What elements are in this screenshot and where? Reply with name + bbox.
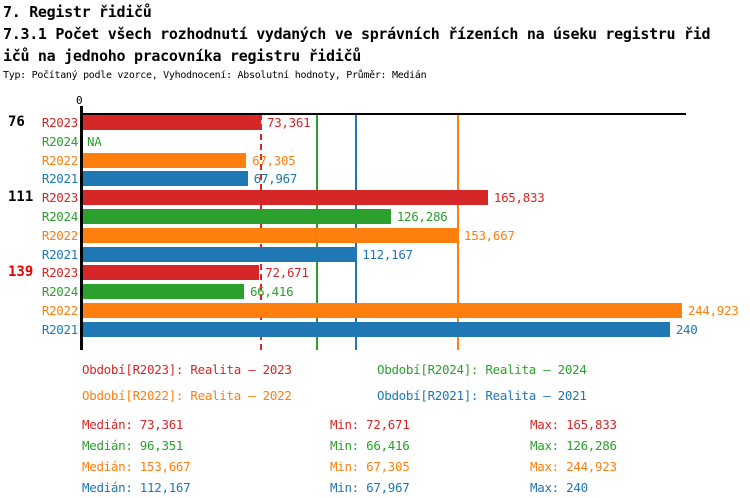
bar	[83, 190, 488, 206]
bar	[83, 171, 248, 187]
bar	[83, 321, 670, 337]
stat-min-r2024: Min: 66,416	[330, 438, 410, 453]
bar-value-label: 67,967	[253, 171, 298, 187]
stat-median-r2022: Medián: 153,667	[82, 459, 191, 474]
legend-item-r2021: Období[R2021]: Realita – 2021	[377, 388, 587, 403]
series-label: R2024	[41, 209, 78, 224]
bar-value-label: 73,361	[266, 115, 311, 130]
bar	[83, 152, 247, 168]
bar	[83, 209, 391, 224]
axis-y	[80, 106, 83, 350]
bar	[83, 227, 458, 243]
series-label: R2021	[41, 246, 78, 262]
stat-max-r2024: Max: 126,286	[530, 438, 617, 453]
bar-value-label: NA	[87, 133, 102, 149]
stat-min-r2023: Min: 72,671	[330, 417, 410, 432]
series-label: R2022	[41, 227, 78, 243]
series-label: R2022	[41, 152, 78, 168]
zero-label: 0	[76, 94, 83, 107]
group-label: 139	[8, 264, 34, 281]
series-label: R2023	[41, 265, 78, 281]
bar-value-label: 67,305	[252, 152, 296, 168]
series-label: R2023	[41, 190, 78, 206]
stat-max-r2023: Max: 165,833	[530, 417, 617, 432]
bar-value-label: 165,833	[493, 190, 545, 206]
series-label: R2023	[41, 115, 78, 130]
bar	[83, 265, 260, 281]
axis-x	[80, 113, 686, 115]
bar-value-label: 240	[675, 321, 698, 337]
series-label: R2024	[41, 284, 78, 300]
series-label: R2021	[41, 171, 78, 187]
bar-value-label: 126,286	[396, 209, 448, 224]
series-label: R2022	[41, 303, 78, 318]
stat-median-r2024: Medián: 96,351	[82, 438, 184, 453]
median-line	[457, 114, 459, 350]
legend-item-r2022: Období[R2022]: Realita – 2022	[82, 388, 292, 403]
page-title: 7. Registr řidičů	[3, 3, 152, 21]
legend-item-r2024: Období[R2024]: Realita – 2024	[377, 362, 587, 377]
group-label: 76	[8, 114, 25, 130]
bar	[83, 246, 357, 262]
series-label: R2021	[41, 321, 78, 337]
bar-value-label: 72,671	[265, 265, 309, 281]
series-label: R2024	[41, 133, 78, 149]
bar	[83, 303, 682, 318]
bar-value-label: 244,923	[687, 303, 739, 318]
bar-value-label: 112,167	[362, 246, 413, 262]
stat-max-r2022: Max: 244,923	[530, 459, 617, 474]
legend-item-r2023: Období[R2023]: Realita – 2023	[82, 362, 292, 377]
bar-value-label: 153,667	[464, 227, 515, 243]
chart-title-line1: 7.3.1 Počet všech rozhodnutí vydaných ve…	[3, 25, 711, 43]
chart-title-line2: ičů na jednoho pracovníka registru řidič…	[3, 47, 361, 65]
bar	[83, 284, 244, 300]
group-label: 111	[8, 189, 34, 206]
bar-value-label: 66,416	[249, 284, 294, 300]
stat-median-r2021: Medián: 112,167	[82, 480, 191, 495]
stat-min-r2022: Min: 67,305	[330, 459, 410, 474]
bar	[83, 115, 261, 130]
stat-median-r2023: Medián: 73,361	[82, 417, 184, 432]
stat-max-r2021: Max: 240	[530, 480, 588, 495]
stat-min-r2021: Min: 67,967	[330, 480, 410, 495]
chart-subtitle: Typ: Počítaný podle vzorce, Vyhodnocení:…	[3, 70, 427, 81]
